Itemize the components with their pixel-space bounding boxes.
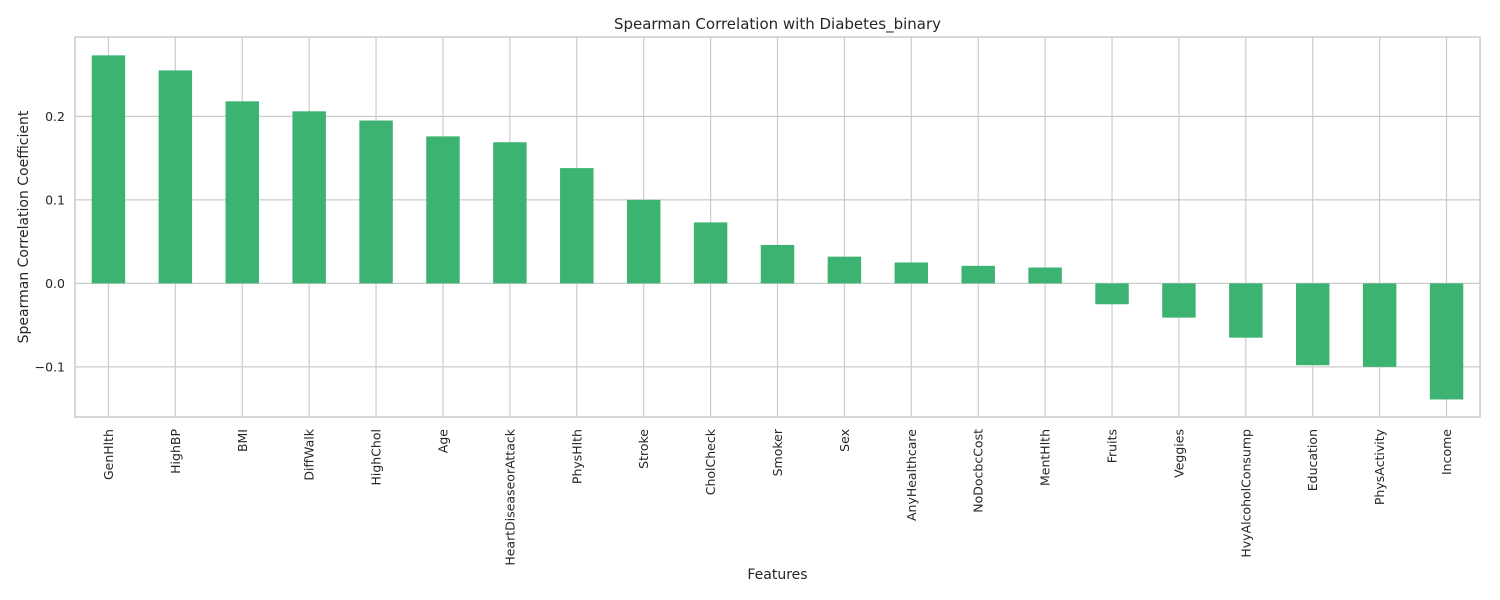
bar-Veggies [1162,283,1196,318]
bar-Age [426,136,460,284]
bar-Sex [827,256,862,284]
bar-GenHlth [91,55,126,284]
x-tick-label: CholCheck [703,428,718,495]
x-tick-label: Stroke [636,429,651,469]
bar-HighChol [359,120,393,284]
x-tick-label: HvyAlcoholConsump [1238,429,1253,558]
x-tick-label: BMI [235,429,250,452]
bar-HighBP [158,70,193,284]
x-axis-label: Features [747,567,807,583]
x-tick-label: Smoker [770,428,785,476]
bar-Income [1429,283,1464,400]
bar-MentHlth [1028,267,1062,284]
x-tick-label: HeartDiseaseorAttack [502,428,517,565]
y-tick-label: 0.0 [45,276,65,291]
x-tick-label: Fruits [1105,429,1120,463]
x-tick-label: DiffWalk [302,428,317,480]
x-tick-label: Veggies [1171,429,1186,478]
bar-NoDocbcCost [961,265,995,284]
y-tick-label: 0.2 [45,109,65,124]
x-tick-label: PhysHlth [569,429,584,484]
x-tick-labels: GenHlth HighBP BMI DiffWalk HighChol Age Heart… [101,428,1454,566]
x-tick-label: MentHlth [1038,429,1053,486]
chart-title: Spearman Correlation with Diabetes_binar… [614,15,941,34]
bar-BMI [225,101,259,284]
bar-CholCheck [693,222,728,284]
bar-Smoker [760,244,795,284]
y-tick-label: −0.1 [35,359,65,374]
x-tick-label: Education [1305,429,1320,491]
plot-frame [74,36,1481,418]
x-tick-label: NoDocbcCost [971,429,986,513]
bars-layer [91,55,1464,400]
bar-DiffWalk [292,111,326,284]
grid-layer [75,37,1480,417]
bar-Education [1296,283,1330,366]
x-tick-label: PhysActivity [1372,428,1387,505]
bar-PhysHlth [560,168,594,284]
x-tick-label: Sex [837,429,852,452]
x-tick-label: GenHlth [101,429,116,480]
bar-HeartDiseaseorAttack [493,142,527,284]
y-tick-label: 0.1 [45,192,65,207]
x-tick-label: HighChol [369,429,384,486]
bar-Stroke [626,199,661,284]
y-axis-label: Spearman Correlation Coefficient [16,110,32,343]
x-tick-label: HighBP [168,429,183,474]
bar-PhysActivity [1362,283,1397,367]
bar-AnyHealthcare [894,262,929,284]
x-tick-label: Income [1439,429,1454,475]
bar-Fruits [1095,283,1129,305]
bar-HvyAlcoholConsump [1229,283,1263,338]
y-tick-labels: −0.1 0.0 0.1 0.2 [35,109,65,375]
x-tick-label: AnyHealthcare [904,429,919,521]
x-tick-label: Age [435,429,450,453]
